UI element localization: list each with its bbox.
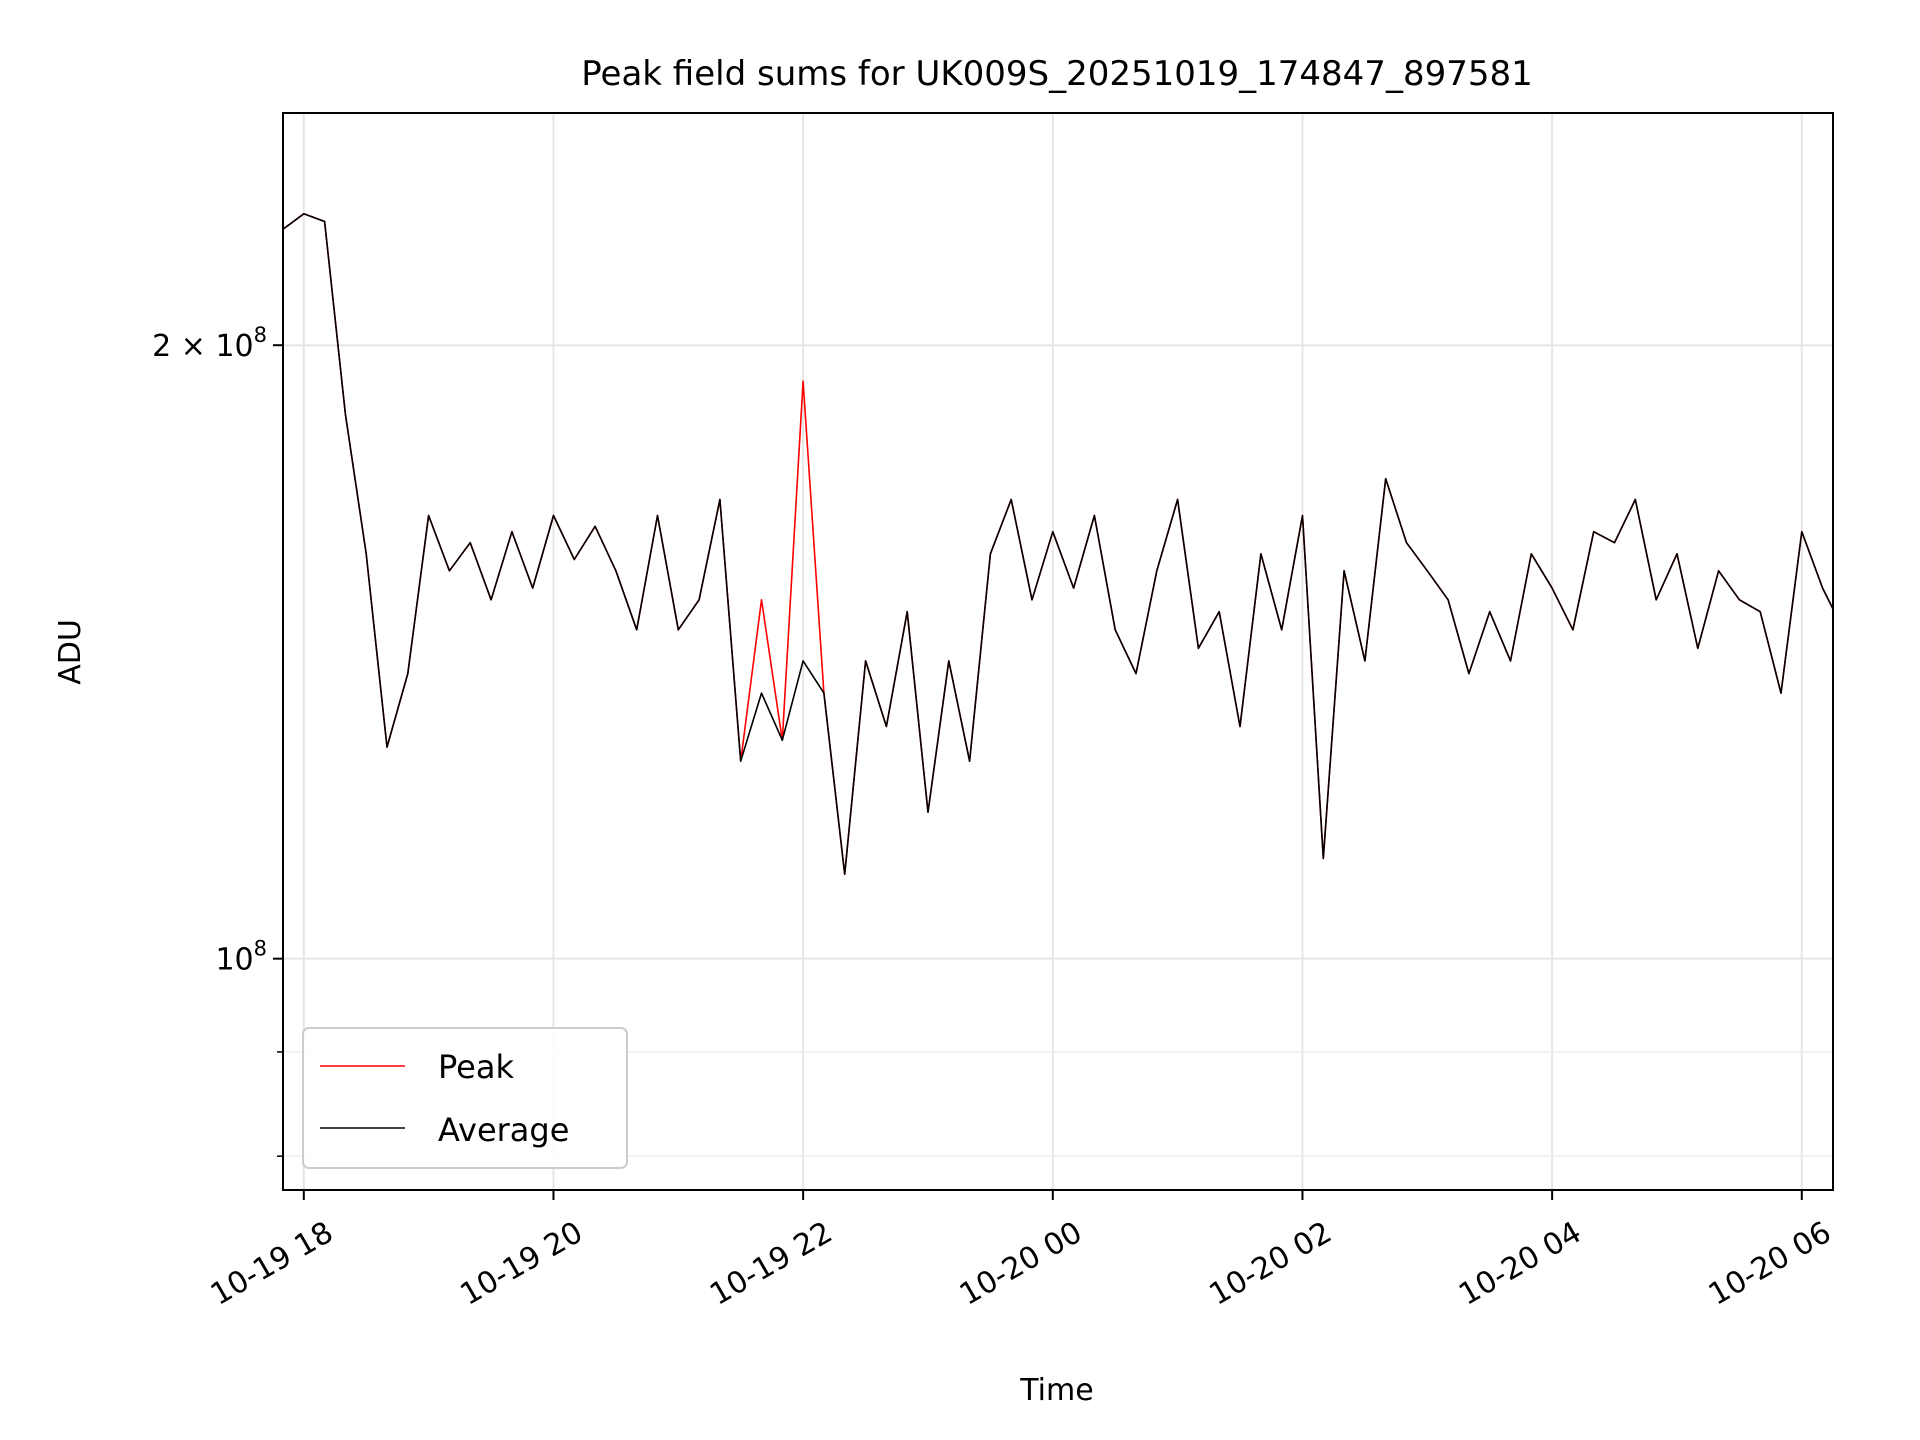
y-axis: 108 2 × 108: [152, 323, 283, 1157]
legend-box: [302, 1027, 628, 1169]
series-line-average: [283, 213, 1833, 876]
y-tick-label: 108: [215, 937, 267, 978]
plot-frame: [282, 112, 1834, 1191]
plot-series: [283, 213, 1833, 876]
legend-label-peak: Peak: [438, 1048, 514, 1086]
x-axis-label: Time: [1019, 1373, 1093, 1408]
y-axis-label: ADU: [53, 619, 88, 685]
chart-title: Peak field sums for UK009S_20251019_1748…: [581, 54, 1532, 94]
legend: Peak Average: [302, 1027, 628, 1169]
legend-label-average: Average: [438, 1111, 569, 1149]
y-tick-label: 2 × 108: [152, 323, 267, 364]
